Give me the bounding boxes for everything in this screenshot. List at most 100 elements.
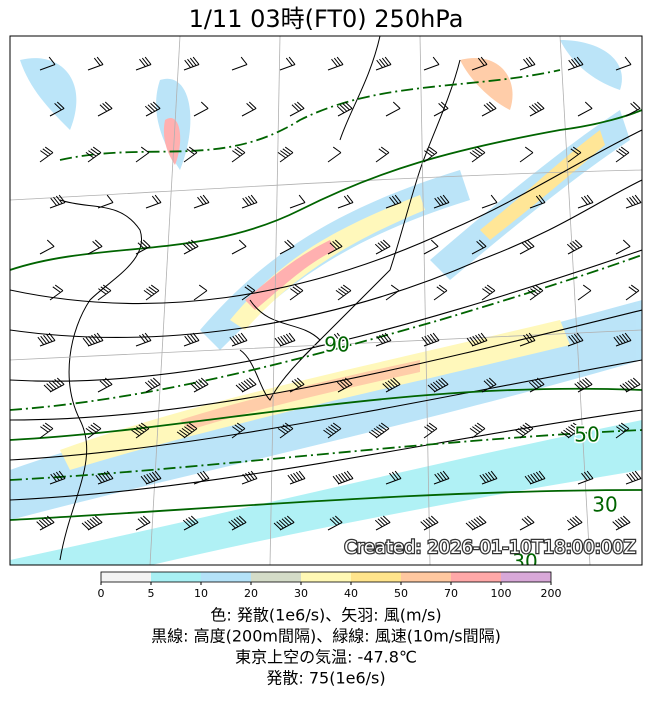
wind-barb — [385, 101, 401, 117]
wind-barb — [327, 239, 343, 255]
wind-barb — [524, 470, 546, 485]
title: 1/11 03時(FT0) 250hPa — [189, 5, 464, 33]
wind-barb — [323, 422, 342, 439]
wind-barb — [49, 284, 64, 301]
wind-barb — [97, 101, 113, 117]
wind-barb — [145, 194, 162, 209]
wind-barb — [176, 422, 198, 439]
colorbar-tick-label: 70 — [444, 587, 458, 600]
contour-label: 30 — [592, 493, 617, 517]
divergence-shading — [10, 40, 642, 565]
wind-barb — [183, 332, 200, 347]
wind-barb — [385, 194, 402, 209]
contour-label: 90 — [324, 333, 349, 357]
wind-barb — [577, 194, 594, 209]
wind-barb — [193, 194, 210, 209]
wind-barb — [231, 239, 247, 255]
coastline — [59, 36, 461, 561]
wind-barb — [144, 101, 161, 117]
height-contours — [10, 129, 642, 501]
graticule — [10, 36, 642, 565]
wind-barb — [519, 146, 534, 163]
wind-barb — [182, 515, 199, 531]
caption-line: 色: 発散(1e6/s)、矢羽: 風(m/s) — [210, 606, 441, 625]
colorbar-tick-label: 100 — [491, 587, 512, 600]
wind-barb — [479, 470, 498, 485]
wind-barb — [423, 56, 440, 71]
wind-barb — [527, 284, 544, 301]
wind-barb — [336, 377, 353, 393]
wind-barb — [466, 332, 488, 347]
wind-barb — [183, 146, 198, 163]
wind-barb — [241, 470, 258, 485]
wind-barb — [375, 146, 390, 163]
wind-barb — [289, 101, 305, 117]
wind-barb — [368, 422, 390, 439]
wind-barb — [433, 470, 450, 485]
wind-barb — [231, 56, 248, 71]
wind-barb — [433, 101, 449, 117]
wind-barb — [277, 422, 294, 439]
wind-barb — [81, 515, 103, 531]
colorbar-tick-label: 10 — [194, 587, 208, 600]
colorbar-tick-label: 200 — [541, 587, 562, 600]
wind-barb — [274, 332, 296, 347]
colorbar-segment — [101, 572, 151, 582]
wind-barb — [289, 377, 305, 393]
wind-barb — [135, 515, 151, 531]
caption-line: 黒線: 高度(200m間隔)、緑線: 風速(10m/s間隔) — [151, 627, 501, 646]
wind-barb — [528, 377, 545, 393]
wind-barb — [337, 194, 354, 209]
colorbar-tick-label: 0 — [98, 587, 105, 600]
wind-barb — [519, 56, 536, 71]
wind-barb — [433, 284, 448, 301]
wind-barb — [465, 515, 487, 531]
wind-barb — [49, 101, 65, 117]
colorbar-segment — [401, 572, 451, 582]
caption-line: 東京上空の気温: -47.8℃ — [235, 648, 417, 667]
wind-barb — [49, 470, 66, 485]
wind-barb — [85, 146, 102, 163]
wind-barb — [574, 377, 593, 393]
wind-barb — [279, 239, 295, 255]
wind-barb — [481, 377, 497, 393]
wind-barb — [241, 101, 257, 117]
wind-barb — [375, 56, 392, 71]
colorbar-tick-label: 20 — [244, 587, 258, 600]
wind-barb — [615, 146, 630, 163]
wind-barb — [625, 101, 641, 117]
wind-barb — [469, 146, 486, 163]
wind-barb — [85, 422, 102, 439]
wind-barb — [619, 377, 641, 393]
wind-barb — [577, 284, 592, 301]
wind-barb — [612, 515, 631, 531]
wind-barb — [87, 56, 104, 71]
wind-barb — [433, 194, 450, 209]
colorbar-tick-label: 50 — [394, 587, 408, 600]
wind-barb — [135, 146, 150, 163]
wind-barb — [375, 332, 392, 347]
wind-barb — [481, 101, 497, 117]
wind-barb — [144, 377, 161, 393]
wind-barb — [420, 515, 439, 531]
wind-barb — [471, 239, 487, 255]
wind-barb — [385, 470, 402, 485]
wind-barb — [277, 146, 294, 163]
wind-barb — [615, 239, 631, 255]
wind-barb — [37, 332, 56, 347]
wind-barb — [560, 422, 582, 439]
wind-barb — [97, 377, 113, 393]
wind-barb — [327, 56, 344, 71]
wind-barb — [567, 332, 584, 347]
wind-barb — [241, 284, 256, 301]
colorbar: 0 5 10 20 30 40 50 70 100 200 — [98, 571, 562, 600]
wind-barb — [529, 194, 546, 209]
wind-barb — [143, 284, 160, 301]
wind-barb — [625, 470, 642, 485]
colorbar-frame — [100, 571, 552, 583]
wind-barb — [273, 515, 295, 531]
caption-line: 発散: 75(1e6/s) — [266, 669, 385, 688]
wind-barb — [39, 146, 54, 163]
wind-barb — [82, 332, 104, 347]
colorbar-segment — [451, 572, 501, 582]
